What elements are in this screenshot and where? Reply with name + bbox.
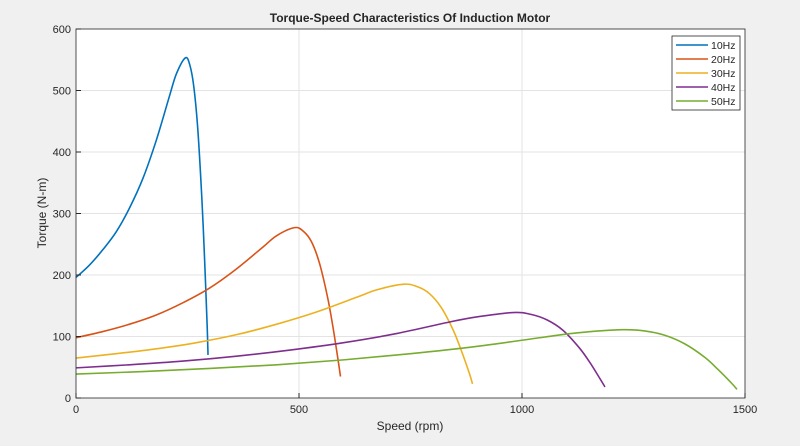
legend-label: 40Hz <box>711 82 736 94</box>
y-tick-label: 600 <box>53 24 71 36</box>
y-tick-label: 100 <box>53 332 71 344</box>
y-tick-label: 300 <box>53 209 71 221</box>
x-tick-label: 1000 <box>510 404 534 416</box>
series-line-50Hz <box>75 328 738 390</box>
legend-label: 10Hz <box>711 40 736 52</box>
legend-label: 30Hz <box>711 68 736 80</box>
series-line-10Hz <box>75 56 209 355</box>
chart-title: Torque-Speed Characteristics Of Inductio… <box>270 11 551 25</box>
x-tick-label: 500 <box>290 404 308 416</box>
series-line-20Hz <box>75 226 342 377</box>
y-tick-label: 0 <box>65 393 71 405</box>
y-tick-label: 500 <box>53 86 71 98</box>
legend-label: 50Hz <box>711 96 736 108</box>
y-tick-label: 200 <box>53 270 71 282</box>
legend-label: 20Hz <box>711 54 736 66</box>
y-tick-label: 400 <box>53 147 71 159</box>
series-lines <box>75 56 738 390</box>
series-line-40Hz <box>75 311 606 388</box>
legend[interactable]: 10Hz 20Hz 30Hz 40Hz 50Hz <box>671 35 741 111</box>
y-axis-label: Torque (N-m) <box>35 178 49 249</box>
x-axis-label: Speed (rpm) <box>377 419 444 433</box>
grid <box>76 29 745 398</box>
x-tick-label: 0 <box>73 404 79 416</box>
series-line-30Hz <box>75 283 474 385</box>
x-tick-label: 1500 <box>733 404 757 416</box>
ticks: 0 500 1000 1500 0 100 200 300 400 500 600 <box>53 24 758 416</box>
